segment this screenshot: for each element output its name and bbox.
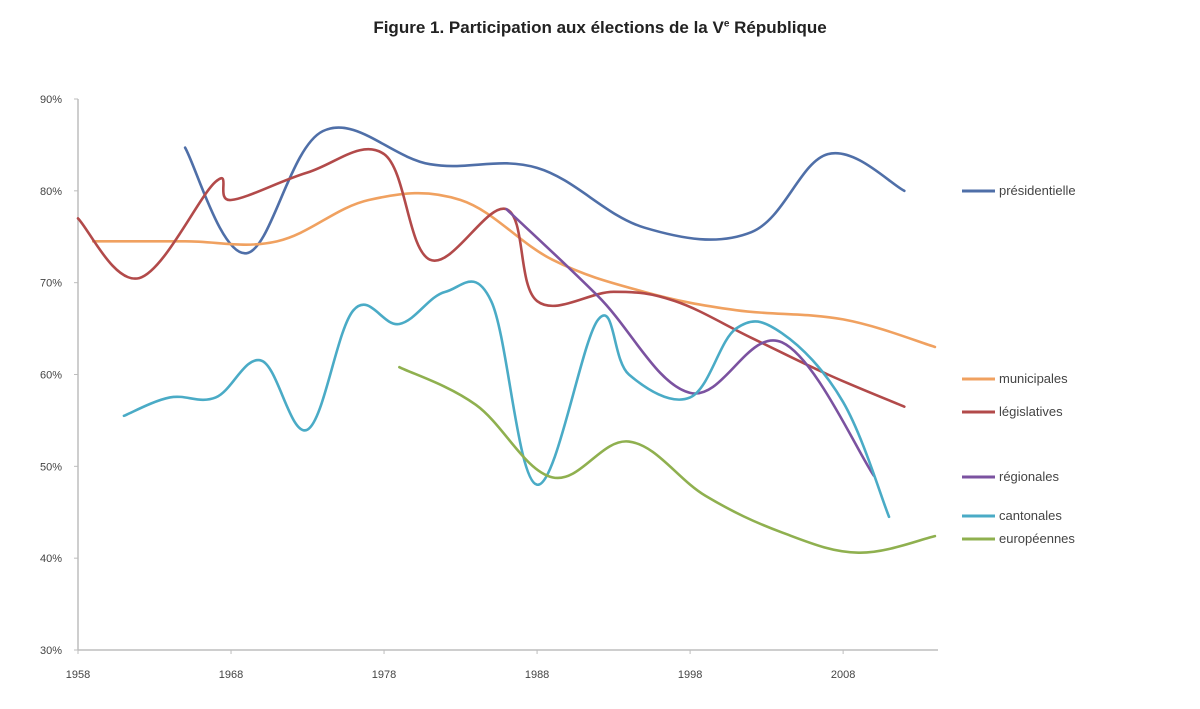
y-tick-label: 90% [40, 94, 62, 106]
y-tick-label: 70% [40, 278, 62, 290]
legend-label: présidentielle [999, 183, 1076, 198]
series-line-5 [398, 365, 937, 554]
legend-label: régionales [999, 469, 1059, 484]
x-tick-label: 2008 [831, 669, 855, 681]
y-tick-label: 50% [40, 461, 62, 473]
legend: présidentielle municipales législatives rég… [962, 183, 1076, 546]
legend-label: européennes [999, 531, 1075, 546]
y-tick-label: 80% [40, 186, 62, 198]
axes: 30% 40% 50% 60% 70% 80% 90% 1958 1968 1978 1988 199… [40, 94, 938, 681]
series-line-3 [505, 207, 876, 477]
series-line-2 [76, 147, 906, 408]
legend-label: législatives [999, 404, 1063, 419]
x-tick-label: 1968 [219, 669, 243, 681]
x-tick-label: 1998 [678, 669, 702, 681]
y-tick-label: 60% [40, 370, 62, 382]
series-line-1 [92, 191, 937, 349]
y-tick-label: 30% [40, 645, 62, 657]
series-line-0 [183, 126, 906, 255]
legend-label: cantonales [999, 508, 1062, 523]
chart-title-end: République [729, 18, 827, 37]
chart-title-sup: e [723, 18, 730, 30]
x-tick-label: 1978 [372, 669, 396, 681]
legend-label: municipales [999, 371, 1068, 386]
chart-title-text: Figure 1. Participation aux élections de… [373, 18, 724, 37]
x-tick-label: 1988 [525, 669, 549, 681]
x-tick-label: 1958 [66, 669, 90, 681]
series-lines [76, 126, 937, 554]
y-tick-label: 40% [40, 553, 62, 565]
chart-title: Figure 1. Participation aux élections de… [0, 18, 1200, 38]
series-line-4 [122, 280, 891, 519]
